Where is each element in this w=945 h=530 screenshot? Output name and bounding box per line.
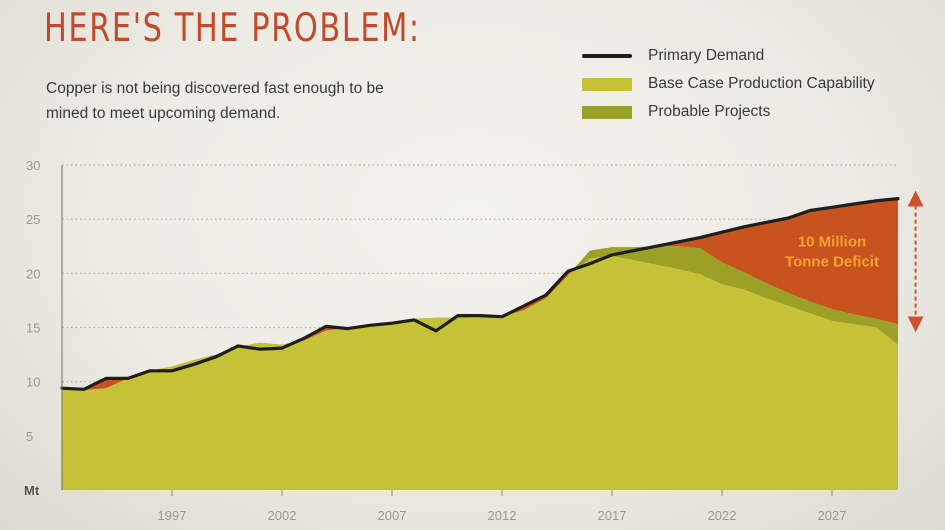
x-tick-label: 1997 [158,508,187,523]
x-tick-label: 2017 [598,508,627,523]
deficit-label: 10 Million [798,233,866,250]
y-tick-label: 10 [26,375,40,390]
x-tick-label: 2012 [488,508,517,523]
y-axis-label: Mt [24,483,40,498]
page-title: HERE'S THE PROBLEM: [44,6,421,51]
legend-item-probable-projects: Probable Projects [582,98,875,126]
y-tick-label: 25 [26,212,40,227]
legend-swatch-line [582,54,632,58]
deficit-label: Tonne Deficit [785,253,879,270]
deficit-area [62,198,898,391]
page-subtitle: Copper is not being discovered fast enou… [46,80,384,122]
x-tick-label: 2002 [268,508,297,523]
legend-swatch-box [582,77,632,91]
x-tick-label: 2007 [378,508,407,523]
x-tick-label: 2022 [708,508,737,523]
y-tick-label: 30 [26,158,40,173]
legend-item-primary-demand: Primary Demand [582,42,875,70]
y-tick-label: 5 [26,429,33,444]
legend-label: Base Case Production Capability [648,75,875,92]
y-tick-label: 15 [26,321,40,336]
x-tick-label: 2027 [818,508,847,523]
legend-label: Primary Demand [648,47,765,64]
chart-legend: Primary Demand Base Case Production Capa… [582,42,875,126]
base-case-area [62,256,898,490]
legend-label: Probable Projects [648,103,771,120]
y-tick-label: 20 [26,266,40,281]
primary-demand-line [60,196,900,391]
legend-swatch-box [582,105,632,119]
copper-demand-chart: 5 10 15 20 25 30 Mt 1997 2002 2007 2012 2017 2022 202… [24,158,924,523]
legend-item-base-case: Base Case Production Capability [582,70,875,98]
